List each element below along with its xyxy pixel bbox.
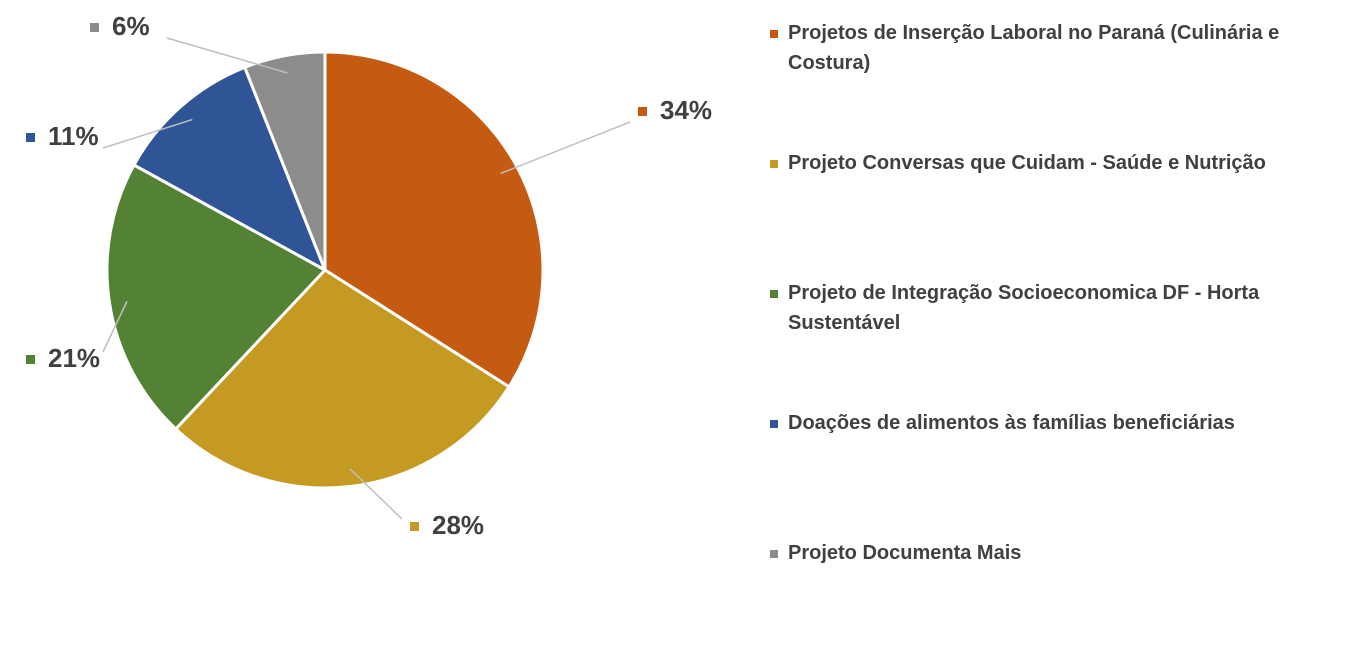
- pie-slice: [242, 50, 327, 271]
- legend-item: Doações de alimentos às famílias benefic…: [770, 408, 1345, 538]
- leader-line: [500, 121, 631, 175]
- page: 34% 28% 21% 11% 6% Projetos de Inserção Labo…: [26, 10, 1280, 564]
- legend-item: Projeto Conversas que Cuidam - Saúde e N…: [770, 148, 1345, 278]
- data-label: 34%: [660, 95, 712, 125]
- legend-swatch: [770, 30, 778, 38]
- label-marker: [90, 23, 99, 32]
- legend-label: Projetos de Inserção Laboral no Paraná (…: [788, 22, 1280, 74]
- label-marker: [410, 522, 419, 531]
- legend-item: Projeto Documenta Mais: [770, 538, 1345, 668]
- data-label: 21%: [48, 343, 100, 373]
- label-marker: [26, 355, 35, 364]
- chart: 34% 28% 21% 11% 6%: [26, 11, 712, 540]
- legend-swatch: [770, 550, 778, 558]
- legend-label: Projeto de Integração Socioeconomica DF …: [788, 282, 1260, 334]
- legend-item: Projetos de Inserção Laboral no Paraná (…: [770, 18, 1345, 148]
- leader-line: [349, 468, 403, 520]
- legend-swatch: [770, 160, 778, 168]
- data-label: 28%: [432, 510, 484, 540]
- legend-label: Projeto Documenta Mais: [788, 542, 1022, 564]
- legend-swatch: [770, 420, 778, 428]
- pie-slice: [105, 162, 328, 432]
- leader-line: [166, 37, 288, 74]
- legend-swatch: [770, 290, 778, 298]
- legend: Projetos de Inserção Laboral no Paraná (…: [770, 18, 1345, 668]
- leader-line: [102, 118, 193, 149]
- pie-slice: [131, 65, 328, 274]
- leader-line: [102, 301, 128, 353]
- data-label: 6%: [112, 11, 150, 41]
- label-marker: [638, 107, 647, 116]
- legend-label: Doações de alimentos às famílias benefic…: [788, 412, 1235, 434]
- data-label: 11%: [48, 121, 99, 151]
- legend-label: Projeto Conversas que Cuidam - Saúde e N…: [788, 152, 1266, 174]
- legend-item: Projeto de Integração Socioeconomica DF …: [770, 278, 1345, 408]
- pie-slice: [173, 268, 512, 490]
- label-marker: [26, 133, 35, 142]
